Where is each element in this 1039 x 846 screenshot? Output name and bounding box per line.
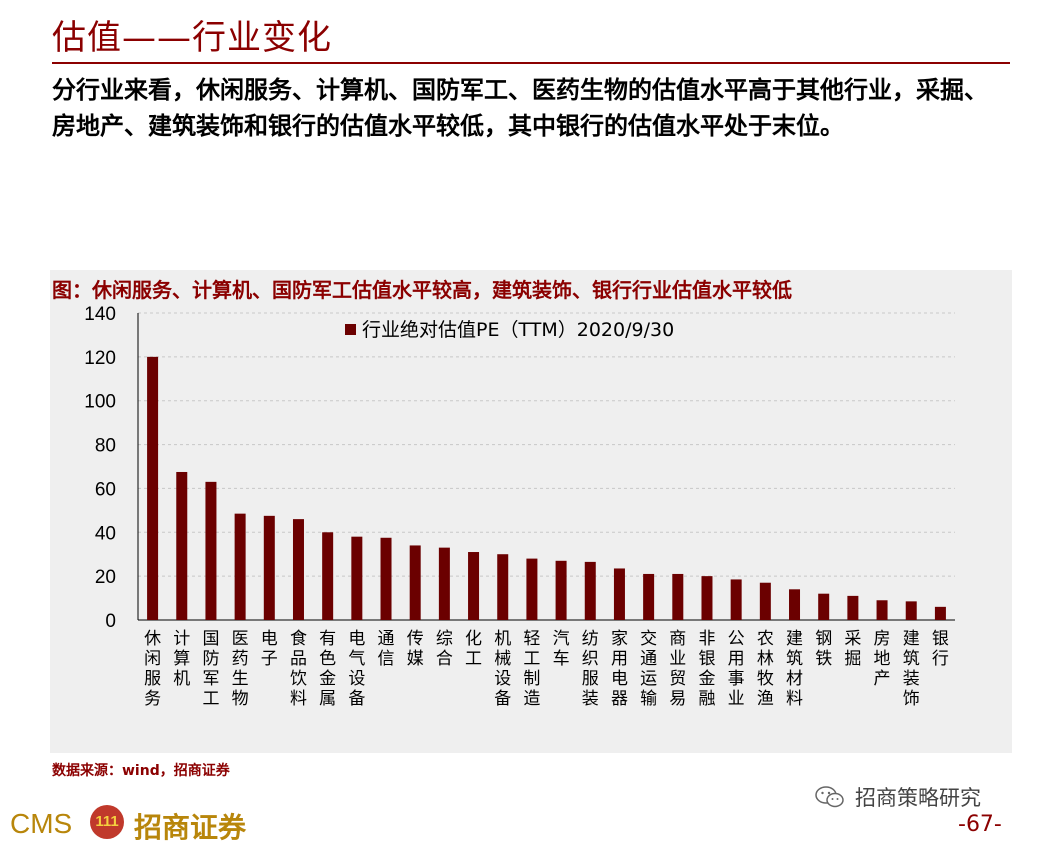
bar	[497, 554, 509, 620]
bar	[584, 561, 596, 620]
x-tick-label: 通信	[378, 629, 395, 669]
bar	[205, 481, 217, 620]
x-tick-label: 传媒	[407, 629, 424, 669]
bar	[847, 595, 859, 620]
bar	[438, 547, 450, 620]
bar	[701, 576, 713, 620]
x-tick-label: 钢铁	[815, 629, 832, 669]
bar	[380, 537, 392, 620]
bars	[147, 356, 946, 620]
bar	[643, 573, 655, 620]
bar	[147, 356, 159, 620]
y-tick-label: 100	[84, 392, 116, 413]
y-tick-labels: 0 20 40 60 80 100 120 140	[84, 304, 116, 632]
bar	[555, 560, 567, 620]
x-tick-label: 房地产	[874, 629, 891, 689]
logo-latin: CMS	[10, 808, 73, 839]
x-tick-label: 商业贸易	[669, 629, 686, 709]
y-tick-label: 0	[105, 611, 116, 632]
x-tick-label: 电子	[261, 629, 278, 669]
x-tick-label: 有色金属	[319, 629, 336, 709]
title-divider	[52, 62, 1010, 64]
bar	[263, 515, 275, 620]
bar	[613, 568, 625, 620]
x-tick-label: 计算机	[173, 629, 190, 689]
x-tick-label: 采掘	[844, 629, 861, 669]
legend-label: 行业绝对估值PE（TTM）2020/9/30	[362, 319, 674, 341]
x-tick-label: 食品饮料	[290, 629, 307, 709]
bar	[351, 536, 363, 620]
bar	[176, 471, 188, 620]
x-tick-label: 轻工制造	[523, 629, 540, 709]
bar	[234, 513, 246, 620]
bar	[468, 552, 480, 620]
x-tick-label: 国防军工	[202, 629, 219, 709]
data-source: 数据来源：wind，招商证券	[52, 763, 230, 779]
bar	[526, 558, 538, 620]
bar	[876, 600, 888, 620]
x-tick-label: 纺织服装	[582, 629, 599, 709]
bar	[905, 601, 917, 620]
bar	[789, 589, 801, 620]
bar	[759, 582, 771, 620]
bar	[322, 532, 334, 620]
bar	[292, 519, 304, 620]
logo-badge: 111	[90, 805, 124, 839]
grid-lines	[138, 312, 955, 577]
bar	[730, 579, 742, 620]
page-title: 估值——行业变化	[52, 18, 332, 58]
x-tick-label: 综合	[436, 629, 453, 669]
x-tick-label: 建筑材料	[786, 629, 803, 709]
bar-chart: 0 20 40 60 80 100 120 140 休闲服务计算机国防军工医药生物电子食品饮料…	[84, 304, 955, 709]
x-tick-label: 银行	[932, 629, 949, 669]
page-number: -67-	[958, 812, 1002, 837]
x-tick-label: 家用电器	[611, 629, 628, 709]
page-description: 分行业来看，休闲服务、计算机、国防军工、医药生物的估值水平高于其他行业，采掘、房…	[52, 76, 988, 140]
y-tick-label: 120	[84, 348, 116, 369]
x-tick-label: 化工	[465, 629, 482, 669]
y-tick-label: 140	[84, 304, 116, 325]
axes	[137, 313, 955, 621]
y-tick-label: 40	[95, 523, 116, 544]
legend-swatch	[345, 324, 356, 335]
x-tick-labels: 休闲服务计算机国防军工医药生物电子食品饮料有色金属电气设备通信传媒综合化工机械设…	[144, 629, 949, 709]
watermark-label: 招商策略研究	[855, 786, 981, 810]
logo-chinese: 招商证券	[134, 811, 247, 844]
x-tick-label: 建筑装饰	[903, 629, 920, 709]
x-tick-label: 机械设备	[494, 629, 511, 709]
x-tick-label: 休闲服务	[144, 629, 161, 709]
x-tick-label: 电气设备	[348, 629, 365, 709]
x-tick-label: 农林牧渔	[757, 629, 774, 709]
x-tick-label: 非银金融	[698, 629, 715, 709]
figure-title: 图：休闲服务、计算机、国防军工估值水平较高，建筑装饰、银行行业估值水平较低	[52, 278, 792, 302]
bar	[818, 593, 830, 620]
x-tick-label: 公用事业	[728, 629, 745, 709]
bar	[672, 573, 684, 620]
legend: 行业绝对估值PE（TTM）2020/9/30	[345, 319, 674, 341]
bar	[409, 545, 421, 620]
y-tick-label: 80	[95, 436, 116, 457]
x-tick-label: 交通运输	[640, 629, 657, 709]
bar	[934, 606, 946, 620]
wechat-icon	[815, 786, 844, 808]
x-tick-label: 医药生物	[232, 629, 249, 709]
x-tick-label: 汽车	[553, 629, 570, 669]
y-tick-label: 60	[95, 479, 116, 500]
y-tick-label: 20	[95, 567, 116, 588]
